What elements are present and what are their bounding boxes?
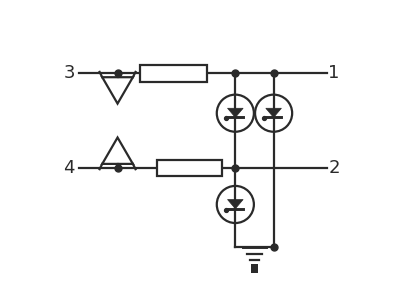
Text: 4: 4 <box>63 159 75 177</box>
Bar <box>140 65 207 82</box>
Polygon shape <box>228 108 243 117</box>
Text: 1: 1 <box>328 64 340 82</box>
Polygon shape <box>266 108 282 117</box>
Bar <box>251 264 258 273</box>
Text: 2: 2 <box>328 159 340 177</box>
Text: 3: 3 <box>63 64 75 82</box>
Polygon shape <box>228 200 243 209</box>
Bar <box>157 160 222 176</box>
